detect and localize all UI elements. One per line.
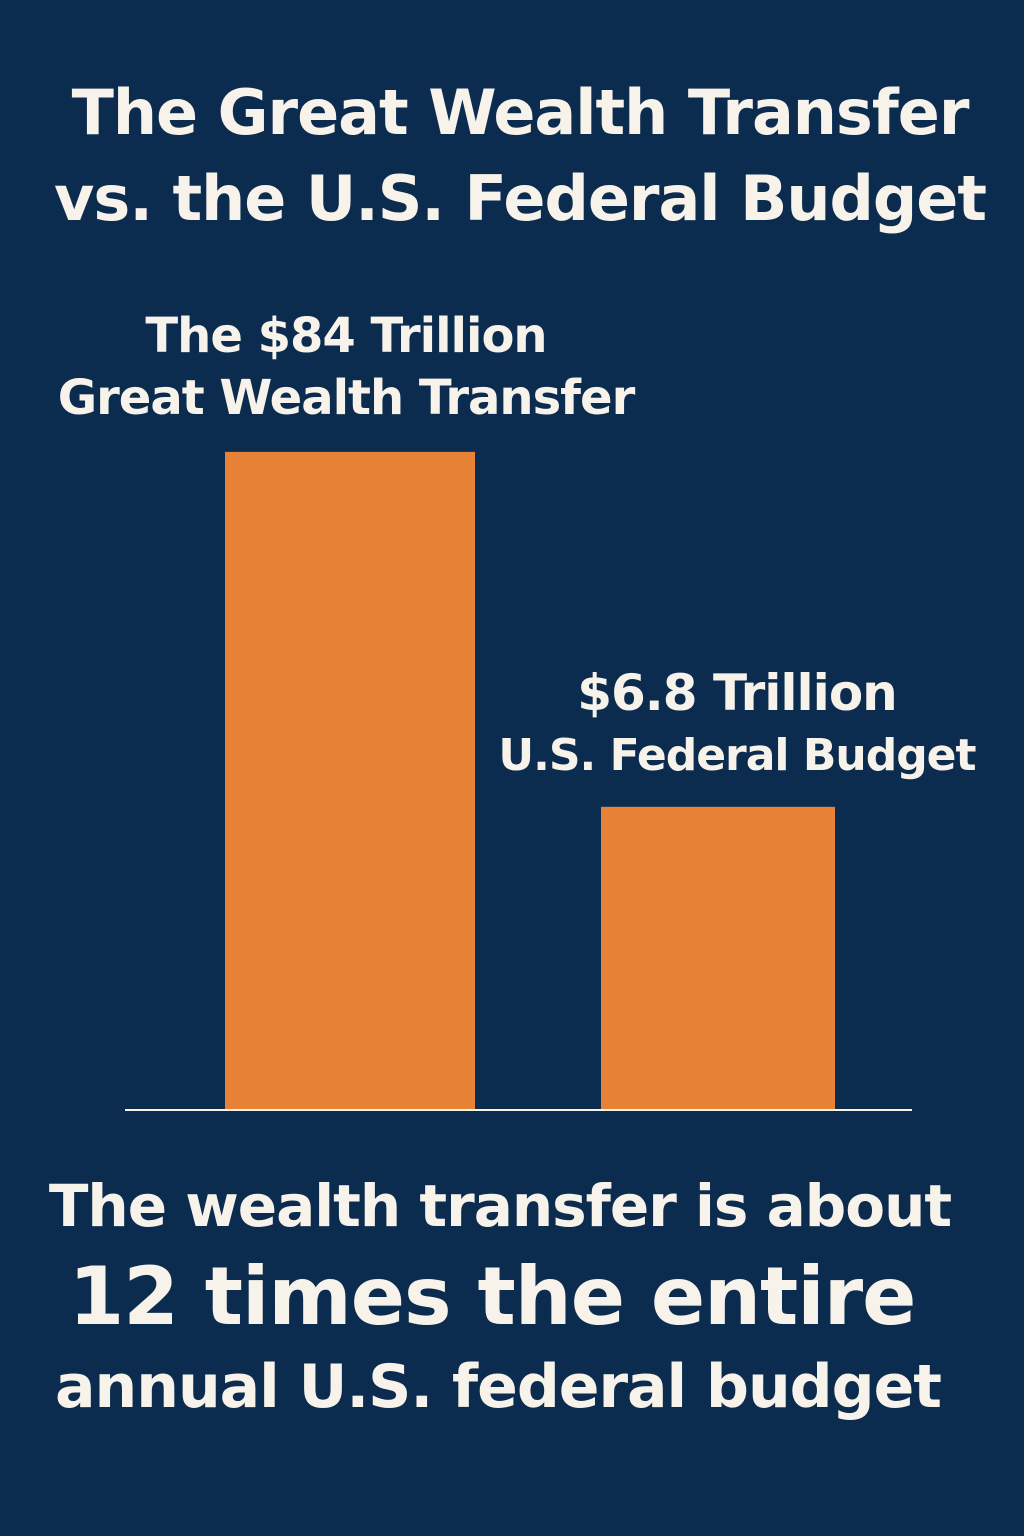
bar-label-wealth-line2: Great Wealth Transfer (57, 370, 636, 426)
footer-line-3: annual U.S. federal budget (55, 1352, 942, 1422)
footer-line-1: The wealth transfer is about (48, 1172, 952, 1240)
title-line-1: The Great Wealth Transfer (71, 76, 970, 149)
bar-label-budget-line2: U.S. Federal Budget (498, 730, 976, 781)
bar-label-budget-line1: $6.8 Trillion (577, 664, 898, 722)
bar-wealth-transfer (225, 451, 475, 1111)
footer-line-2: 12 times the entire (68, 1250, 917, 1343)
bar-federal-budget (601, 806, 835, 1110)
bar-label-wealth-line1: The $84 Trillion (145, 308, 547, 364)
title-line-2: vs. the U.S. Federal Budget (54, 162, 987, 235)
